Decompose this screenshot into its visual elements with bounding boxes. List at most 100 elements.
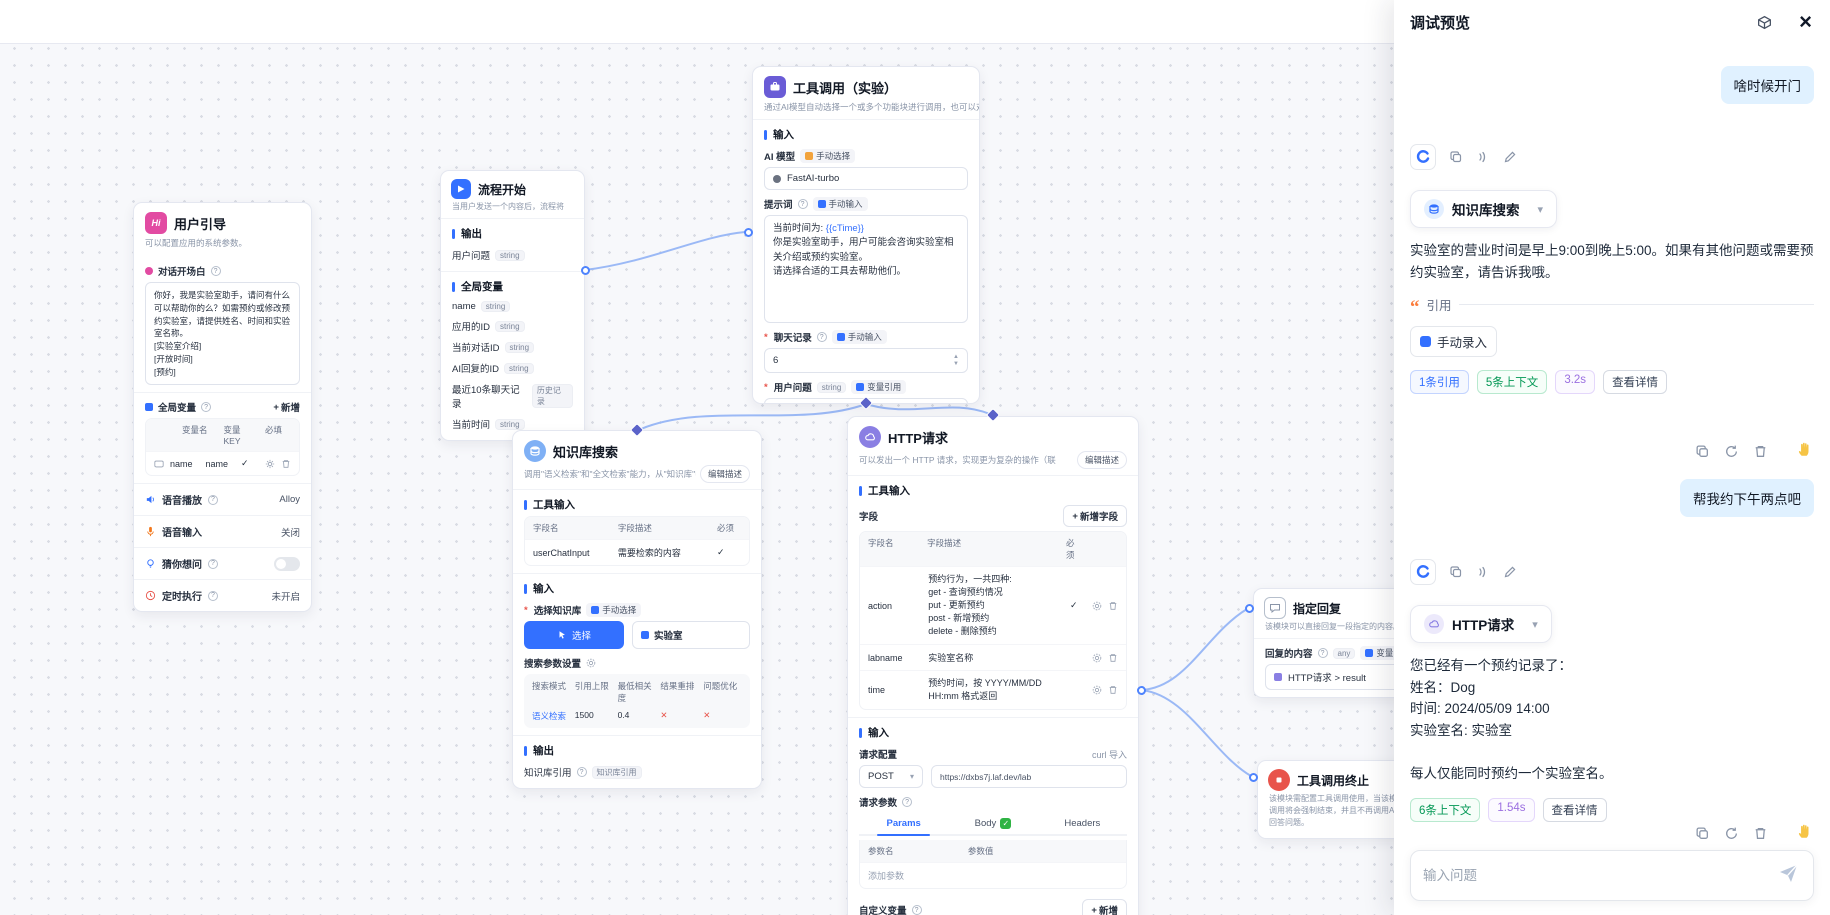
retry-icon[interactable]: [1724, 826, 1739, 840]
help-icon[interactable]: [208, 558, 218, 569]
tab-body[interactable]: Body ✓: [948, 813, 1037, 834]
node-user-guide[interactable]: Hi 用户引导 可以配置应用的系统参数。 对话开场白 你好，我是实验室助手，请问…: [133, 202, 312, 613]
settings-icon[interactable]: [1092, 601, 1102, 611]
handle-http-out[interactable]: [1137, 686, 1146, 695]
edit-desc-button[interactable]: 编辑描述: [699, 465, 750, 483]
history-label: 聊天记录: [773, 333, 812, 344]
duration-badge[interactable]: 3.2s: [1555, 370, 1596, 395]
close-icon[interactable]: ×: [1799, 9, 1812, 34]
field-label: 字段: [859, 512, 879, 523]
chat-input-bar[interactable]: [1410, 850, 1814, 901]
method-select[interactable]: POST ▾: [859, 765, 923, 789]
opening-textarea[interactable]: 你好，我是实验室助手，请问有什么可以帮助你的么？如需预约或修改预约实验室，请提供…: [145, 282, 300, 386]
settings-icon[interactable]: [1092, 653, 1102, 663]
params-empty-row[interactable]: 添加参数: [860, 862, 1126, 888]
help-icon[interactable]: [1317, 648, 1328, 658]
field-row-action[interactable]: action 预约行为，一共四种: get - 查询预约情况 put - 更新预…: [860, 566, 1126, 644]
help-icon[interactable]: [911, 905, 922, 915]
gear-icon[interactable]: [586, 658, 596, 668]
help-icon[interactable]: [201, 402, 212, 413]
help-icon[interactable]: [210, 266, 221, 276]
tab-headers[interactable]: Headers: [1064, 818, 1101, 830]
handle-reply-in[interactable]: [1245, 604, 1254, 613]
context-badge[interactable]: 6条上下文: [1410, 797, 1481, 822]
schedule-row[interactable]: 定时执行 未开启: [134, 579, 311, 611]
request-params-label: 请求参数: [859, 798, 898, 810]
copy-icon[interactable]: [1449, 565, 1463, 579]
tab-params[interactable]: Params: [859, 813, 948, 837]
prompt-textarea[interactable]: 当前时间为: {{cTime}} 你是实验室助手，用户可能会咨询实验室相关介绍或…: [764, 215, 968, 323]
add-field-button[interactable]: + 新增字段: [1063, 505, 1127, 527]
node-kb-search[interactable]: 知识库搜索 调用"语义检索"和"全文检索"能力，从"知识库"中查找实 编辑描述 …: [512, 430, 762, 789]
dataset-tag[interactable]: 实验室: [632, 621, 750, 649]
question-guide-row[interactable]: 猜你想问: [134, 547, 311, 579]
tool-card-label: HTTP请求: [1452, 618, 1515, 634]
send-icon[interactable]: [1777, 861, 1801, 890]
view-details-button[interactable]: 查看详情: [1603, 370, 1668, 395]
context-badge[interactable]: 5条上下文: [1476, 370, 1548, 395]
url-input[interactable]: https://dxbs7j.laf.dev/lab: [931, 765, 1127, 789]
retry-icon[interactable]: [1724, 444, 1739, 459]
output-user-question: 用户问题: [452, 251, 491, 262]
user-guide-icon: Hi: [145, 212, 167, 234]
stt-setting-row[interactable]: 语音输入 关闭: [134, 515, 311, 547]
node-flow-start[interactable]: 流程开始 当用户发送一个内容后，流程将 输出 用户问题 string 全局变量 n…: [440, 170, 585, 441]
delete-icon[interactable]: [1108, 653, 1118, 663]
copy-icon[interactable]: [1449, 150, 1463, 164]
delete-icon[interactable]: [1108, 601, 1118, 611]
node-title: 工具调用终止: [1297, 773, 1370, 788]
field-row-labname[interactable]: labname 实验室名称: [860, 644, 1126, 670]
tool-card-http[interactable]: HTTP请求 ▾: [1410, 605, 1552, 644]
read-aloud-icon[interactable]: [1476, 565, 1490, 579]
edit-icon[interactable]: [1503, 150, 1517, 164]
badge-icon: [591, 606, 600, 614]
feedback-hand-icon[interactable]: [1796, 440, 1814, 463]
stt-value: 关闭: [280, 527, 300, 539]
settings-icon[interactable]: [1092, 685, 1102, 695]
citation-source[interactable]: 手动录入: [1410, 326, 1498, 358]
node-tool-call[interactable]: 工具调用（实验） 通过AI模型自动选择一个或多个功能块进行调用，也可以对插件进行…: [752, 66, 980, 404]
read-aloud-icon[interactable]: [1476, 150, 1490, 164]
delete-icon[interactable]: [1753, 826, 1768, 840]
var-table-row[interactable]: name name ✓: [146, 451, 299, 475]
select-dataset-button[interactable]: 选择: [524, 621, 624, 649]
add-variable-button[interactable]: + 新增: [273, 401, 300, 415]
type-tag: string: [495, 320, 525, 332]
help-icon[interactable]: [208, 494, 218, 505]
help-icon[interactable]: [576, 767, 587, 777]
curl-import-button[interactable]: curl 导入: [1091, 749, 1127, 760]
tool-card-kb-search[interactable]: 知识库搜索 ▾: [1410, 190, 1558, 228]
edit-icon[interactable]: [1503, 565, 1517, 579]
view-details-button[interactable]: 查看详情: [1542, 797, 1607, 822]
edit-desc-button[interactable]: 编辑描述: [1076, 451, 1127, 469]
feedback-hand-icon[interactable]: [1796, 822, 1814, 840]
add-custom-var-button[interactable]: + 新增: [1082, 899, 1127, 915]
variable-ref-badge: 变量引用: [851, 380, 907, 394]
delete-icon[interactable]: [1753, 444, 1768, 459]
handle-flow-start-out[interactable]: [581, 266, 590, 275]
chat-input[interactable]: [1423, 868, 1769, 883]
citations-badge[interactable]: 1条引用: [1410, 370, 1469, 395]
help-icon[interactable]: [208, 590, 218, 601]
debug-preview-panel: 调试预览 × 啥时候开门 知识库搜索 ▾ 实验室的营业时间是早上9:00到晚上5…: [1394, 0, 1830, 915]
handle-tool-call-in[interactable]: [744, 228, 753, 237]
copy-icon[interactable]: [1695, 444, 1710, 459]
delete-icon[interactable]: [281, 459, 291, 469]
history-number-input[interactable]: 6 ▲ ▼: [764, 348, 968, 373]
settings-icon[interactable]: [265, 459, 275, 469]
node-http-request[interactable]: HTTP请求 可以发出一个 HTTP 请求，实现更为复杂的操作（联 编辑描述 工…: [847, 416, 1139, 915]
help-icon[interactable]: [797, 199, 808, 209]
tool-input-row[interactable]: userChatInput 需要检索的内容 ✓: [525, 539, 749, 565]
stepper-icons[interactable]: ▲ ▼: [953, 354, 959, 367]
question-guide-toggle[interactable]: [274, 556, 300, 571]
help-icon[interactable]: [902, 797, 913, 808]
delete-icon[interactable]: [1108, 685, 1118, 695]
help-icon[interactable]: [816, 332, 827, 342]
field-row-time[interactable]: time 预约时间，按 YYYY/MM/DD HH:mm 格式返回: [860, 670, 1126, 709]
tts-setting-row[interactable]: 语音播放 Alloy: [134, 483, 311, 515]
copy-icon[interactable]: [1695, 826, 1710, 840]
duration-badge[interactable]: 1.54s: [1488, 797, 1535, 822]
save-icon[interactable]: [1756, 14, 1773, 31]
handle-stop-in[interactable]: [1249, 773, 1258, 782]
model-select[interactable]: FastAI-turbo: [764, 167, 968, 190]
